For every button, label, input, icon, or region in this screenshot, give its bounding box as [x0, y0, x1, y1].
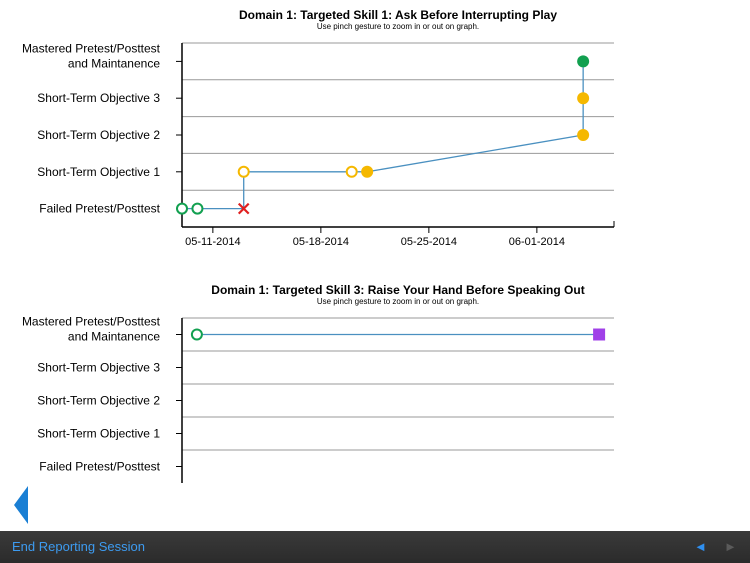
data-point: [176, 202, 188, 215]
y-tick-label: Short-Term Objective 1: [37, 427, 160, 441]
back-arrow-icon[interactable]: [14, 486, 28, 524]
y-tick-label: Short-Term Objective 3: [37, 361, 160, 375]
y-tick-label: Short-Term Objective 2: [37, 128, 160, 142]
x-tick-label: 05-25-2014: [401, 236, 457, 248]
chart-2-plot[interactable]: Failed Pretest/Posttest Short-Term Object…: [0, 0, 750, 500]
chart-1[interactable]: Domain 1: Targeted Skill 1: Ask Before I…: [0, 0, 750, 265]
data-point: [577, 55, 590, 68]
chart-2-title: Domain 1: Targeted Skill 3: Raise Your H…: [211, 283, 585, 297]
chart-1-subtitle: Use pinch gesture to zoom in or out on g…: [316, 22, 480, 31]
y-tick-label: Mastered Pretest/Posttest and Maintanence: [22, 41, 161, 70]
data-point: [593, 328, 606, 341]
chart-1-plot[interactable]: Failed Pretest/Posttest Short-Term Object…: [0, 0, 750, 265]
y-tick-label: Failed Pretest/Posttest: [39, 460, 160, 474]
data-point: [191, 202, 204, 215]
y-tick-label: Short-Term Objective 1: [37, 165, 160, 179]
y-tick-label: Short-Term Objective 2: [37, 394, 160, 408]
next-arrow-icon[interactable]: ►: [724, 539, 737, 554]
bottom-toolbar: End Reporting Session ◄ ►: [0, 531, 750, 563]
data-point: [577, 129, 590, 141]
data-point: [577, 92, 590, 105]
x-tick-label: 05-11-2014: [185, 236, 240, 248]
x-tick-label: 05-18-2014: [293, 236, 349, 248]
data-point: [361, 165, 374, 178]
chart-2[interactable]: Domain 1: Targeted Skill 3: Raise Your H…: [0, 0, 750, 500]
data-point: [237, 165, 250, 178]
previous-arrow-icon[interactable]: ◄: [694, 539, 707, 554]
y-tick-label: Mastered Pretest/Posttest and Maintanence: [22, 315, 161, 344]
data-point: [237, 202, 250, 215]
x-tick-label: 06-01-2014: [509, 236, 565, 248]
chart-1-title: Domain 1: Targeted Skill 1: Ask Before I…: [238, 8, 558, 22]
x-marker-stroke: [237, 202, 250, 215]
y-tick-label: Failed Pretest/Posttest: [39, 202, 160, 216]
y-tick-label: Short-Term Objective 3: [37, 91, 160, 105]
data-point: [190, 328, 203, 341]
end-reporting-session-button[interactable]: End Reporting Session: [12, 539, 145, 554]
series-line-segment: [367, 134, 584, 173]
chart-2-subtitle: Use pinch gesture to zoom in or out on g…: [316, 297, 480, 306]
data-point: [345, 165, 358, 178]
